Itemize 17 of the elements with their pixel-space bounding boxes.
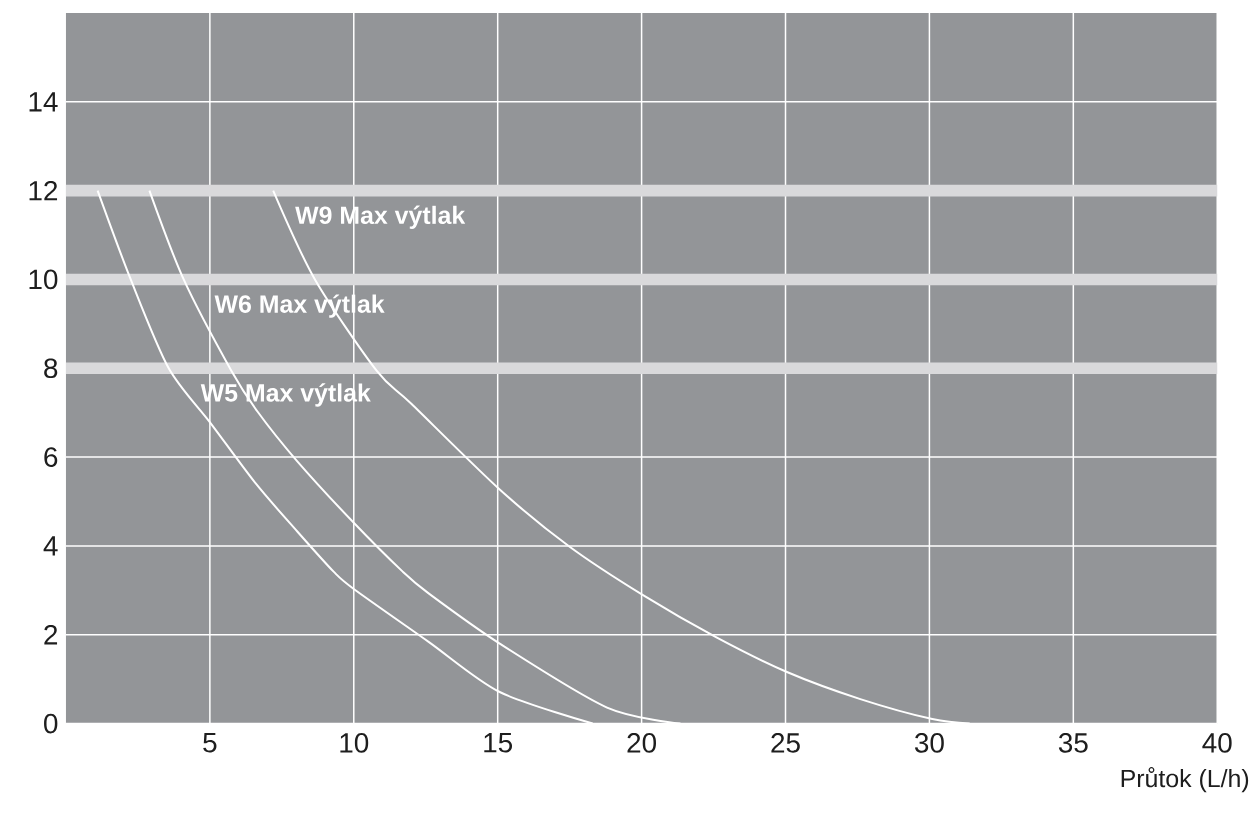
y-tick-label: 12 — [29, 180, 58, 201]
x-tick-label: 40 — [1202, 732, 1232, 753]
x-tick-label: 15 — [484, 732, 513, 753]
x-tick-label: 10 — [340, 732, 369, 753]
x-tick-label: 5 — [203, 732, 217, 753]
y-tick-label: 6 — [44, 446, 58, 467]
y-tick-label: 8 — [44, 358, 58, 378]
x-tick-label: 20 — [627, 732, 657, 753]
y-tick-label: 0 — [44, 713, 58, 734]
y-tick-label: 4 — [43, 536, 58, 556]
x-tick-label: 35 — [1058, 732, 1088, 753]
y-tick-label: 14 — [29, 91, 58, 112]
x-axis-title: Průtok (L/h) — [1121, 766, 1249, 792]
x-tick-label: 30 — [914, 732, 944, 753]
y-tick-label: 2 — [44, 624, 58, 645]
y-tick-label: 10 — [29, 269, 58, 290]
x-tick-label: 25 — [771, 732, 800, 753]
